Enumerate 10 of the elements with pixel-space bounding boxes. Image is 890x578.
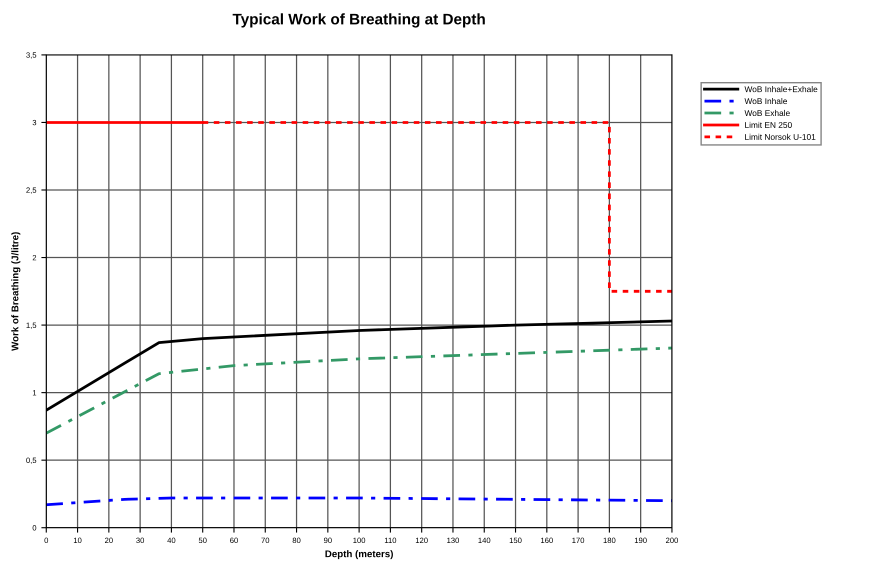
legend-label: WoB Inhale	[744, 98, 788, 104]
legend-label: Limit Norsok U-101	[745, 134, 816, 140]
line-series	[46, 346, 672, 435]
legend-label: WoB Exhale	[744, 110, 790, 116]
line-series	[46, 496, 672, 506]
x-axis-title: Depth (meters)	[325, 550, 393, 560]
legend-label: WoB Inhale+Exhale	[744, 86, 818, 92]
legend-label: Limit EN 250	[745, 122, 792, 128]
chart-title: Typical Work of Breathing at Depth	[232, 13, 485, 28]
y-axis-title: Work of Breathing (J/litre)	[11, 232, 20, 351]
